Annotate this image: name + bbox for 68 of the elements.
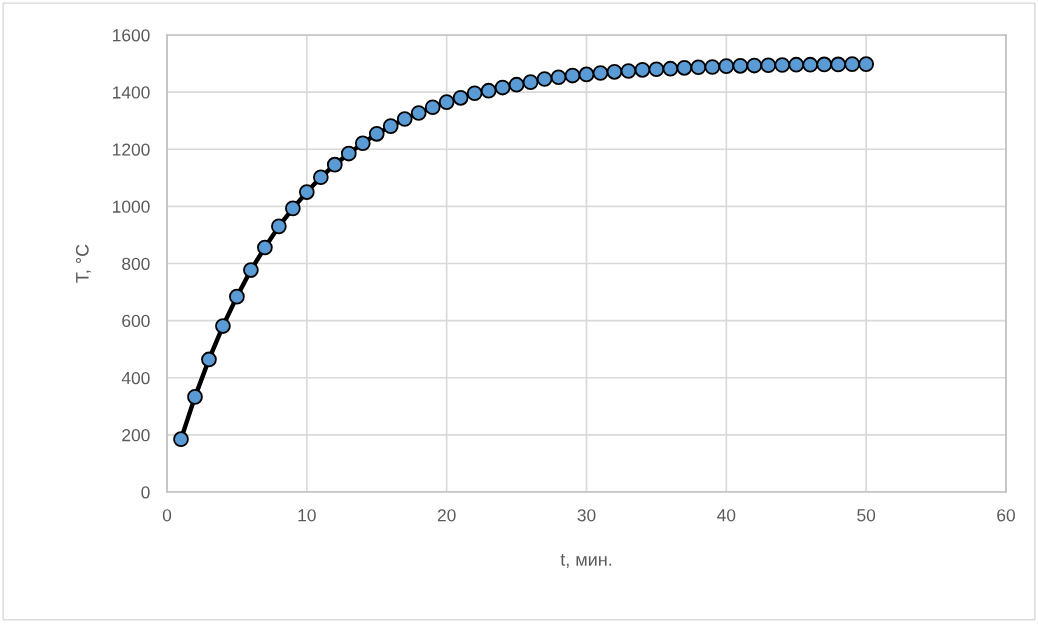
point: [816, 56, 833, 73]
y-tick-label: 400: [121, 371, 150, 385]
point: [746, 57, 763, 74]
x-tick-label: 40: [717, 509, 736, 522]
point: [368, 125, 385, 142]
x-tick-label: 60: [997, 509, 1015, 522]
point: [718, 58, 735, 74]
point: [452, 89, 469, 106]
point: [536, 71, 553, 87]
point: [326, 156, 343, 173]
point: [298, 184, 315, 200]
point: [690, 59, 707, 76]
point: [676, 59, 693, 76]
x-tick-label: 50: [857, 509, 876, 522]
point: [271, 218, 287, 235]
point: [243, 262, 259, 278]
point: [592, 65, 609, 81]
y-tick-label: 1600: [113, 29, 150, 42]
point: [774, 57, 791, 73]
point: [312, 169, 329, 186]
point: [704, 59, 721, 75]
point: [480, 82, 497, 99]
point: [648, 61, 665, 78]
point: [285, 200, 301, 217]
point: [396, 111, 413, 127]
point: [732, 57, 749, 74]
point: [187, 389, 203, 405]
point: [382, 118, 399, 134]
point: [410, 105, 427, 121]
y-tick-label: 200: [122, 429, 150, 442]
point: [508, 76, 525, 93]
y-tick-label: 800: [122, 257, 150, 270]
point: [354, 135, 371, 152]
point: [229, 288, 245, 305]
point: [424, 99, 441, 116]
point: [606, 63, 623, 80]
point: [257, 239, 273, 256]
x-tick-label: 10: [298, 509, 316, 522]
point: [662, 60, 679, 77]
x-tick-label: 30: [577, 509, 596, 522]
y-axis-title: T, °C: [75, 244, 91, 283]
point: [858, 56, 875, 72]
point: [760, 57, 777, 74]
point: [844, 56, 861, 72]
point: [578, 66, 595, 83]
point: [201, 351, 217, 368]
point: [522, 74, 539, 90]
point: [802, 56, 819, 73]
point: [466, 85, 483, 102]
point: [550, 69, 567, 86]
point: [634, 61, 651, 78]
y-tick-label: 1400: [113, 86, 150, 99]
y-tick-label: 0: [141, 486, 150, 499]
point: [564, 67, 581, 84]
point: [438, 94, 455, 110]
x-tick-label: 20: [437, 509, 456, 522]
point: [215, 318, 231, 334]
x-axis-title: t, мин.: [560, 554, 612, 569]
y-tick-label: 600: [122, 314, 150, 328]
point: [173, 431, 189, 448]
y-tick-label: 1200: [113, 143, 150, 156]
point: [620, 63, 637, 79]
point: [494, 79, 511, 96]
point: [830, 56, 847, 73]
x-tick-label: 0: [162, 509, 172, 522]
point: [340, 145, 357, 162]
y-tick-label: 1000: [113, 200, 150, 213]
point: [788, 56, 805, 73]
